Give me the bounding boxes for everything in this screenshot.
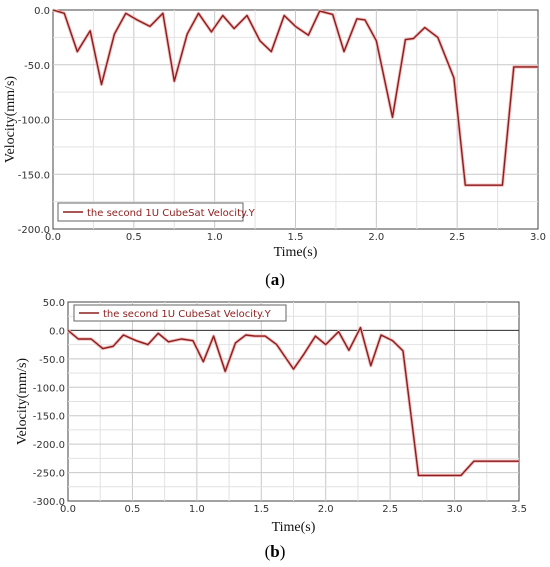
x-tick-label: 0.0 [45, 232, 61, 243]
chart-b: 0.0 0.5 1.0 1.5 2.0 2.5 3.0 3.5 50.0 0.0 -50.0 -100… [15, 298, 527, 561]
x-tick-label: 2.0 [318, 504, 334, 515]
x-axis-label: Time(s) [274, 245, 318, 260]
series-line [52, 9, 538, 186]
legend-label: the second 1U CubeSat Velocity.Y [87, 208, 256, 219]
y-tick-label: 0.0 [49, 326, 65, 337]
x-tick-label: 0.5 [124, 504, 140, 515]
y-tick-label: -100.0 [33, 383, 65, 394]
legend-box [73, 304, 287, 322]
figure-caption: (b) [265, 542, 286, 561]
y-tick-label: -250.0 [33, 469, 65, 480]
y-tick-label: 0.0 [34, 6, 50, 17]
x-tick-label: 2.5 [382, 504, 398, 515]
x-axis-label: Time(s) [272, 520, 316, 535]
x-tick-label: 1.5 [253, 504, 269, 515]
y-tick-label: -150.0 [18, 170, 50, 181]
x-tick-label: 2.5 [449, 232, 465, 243]
y-tick-label: -100.0 [18, 116, 50, 127]
y-tick-label: -200.0 [33, 440, 65, 451]
y-tick-label: -200.0 [18, 225, 50, 236]
x-tick-label: 0.5 [126, 232, 142, 243]
legend-label: the second 1U CubeSat Velocity.Y [103, 309, 272, 320]
y-tick-label: -50.0 [39, 355, 65, 366]
x-tick-label: 3.5 [511, 504, 527, 515]
x-tick-label: 2.0 [368, 232, 384, 243]
series-line [67, 326, 519, 477]
x-tick-label: 3.0 [447, 504, 463, 515]
chart-a: 0.0 0.5 1.0 1.5 2.0 2.5 3.0 0.0 -50.0 -100.0 -150.… [3, 6, 546, 289]
y-axis-label: Velocity(mm/s) [3, 76, 18, 163]
y-tick-label: -300.0 [33, 497, 65, 508]
figure-caption: (a) [265, 270, 285, 289]
y-axis-label: Velocity(mm/s) [15, 358, 30, 445]
y-tick-label: -50.0 [24, 61, 50, 72]
x-tick-label: 0.0 [60, 504, 76, 515]
x-tick-label: 1.5 [288, 232, 304, 243]
x-tick-label: 1.0 [207, 232, 223, 243]
y-tick-label: -150.0 [33, 412, 65, 423]
x-tick-label: 3.0 [530, 232, 546, 243]
y-tick-label: 50.0 [43, 298, 65, 309]
x-tick-label: 1.0 [189, 504, 205, 515]
legend-box [57, 202, 244, 222]
